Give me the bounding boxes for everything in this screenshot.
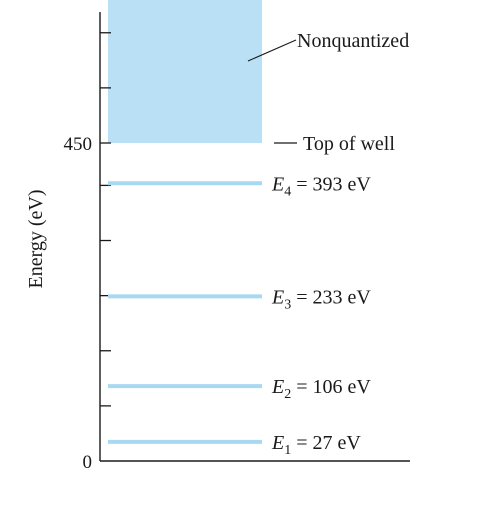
tick-label-450: 450 <box>64 134 93 155</box>
energy-level-label: E3 = 233 eV <box>271 286 371 312</box>
energy-level-label: E4 = 393 eV <box>271 173 371 199</box>
energy-levels <box>108 181 262 444</box>
nonquantized-leader <box>247 39 297 62</box>
nonquantized-region <box>108 0 262 144</box>
energy-level-label: E1 = 27 eV <box>271 432 361 458</box>
tick-label-0: 0 <box>83 452 93 473</box>
nonquantized-label: Nonquantized <box>297 30 409 52</box>
y-axis-title: Energy (eV) <box>25 189 47 288</box>
y-axis-ticks <box>100 32 111 407</box>
level-labels: E1 = 27 eV E2 = 106 eV E3 = 233 eV E4 = 393… <box>271 173 371 458</box>
energy-level-label: E2 = 106 eV <box>271 376 371 402</box>
top-of-well-label: Top of well <box>303 133 395 155</box>
